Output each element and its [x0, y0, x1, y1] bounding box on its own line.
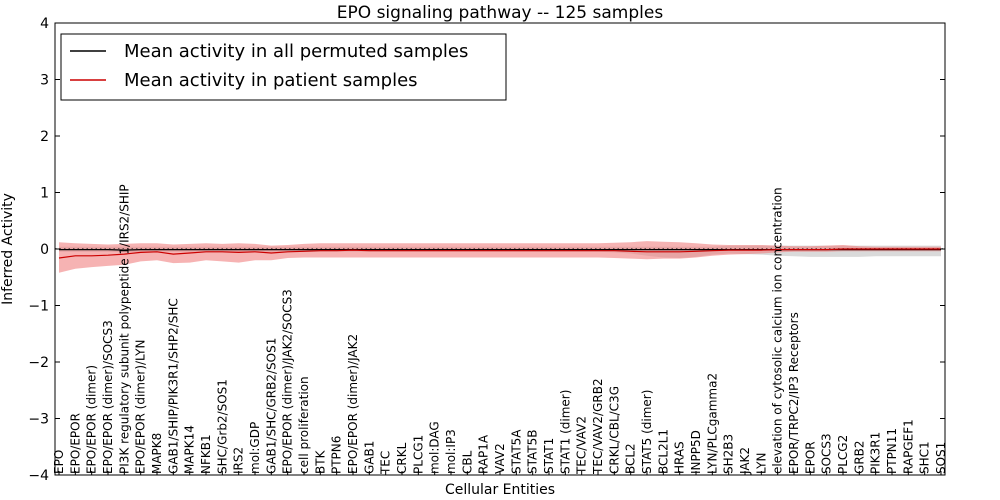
category-label: IRS2 [232, 447, 246, 474]
category-label: GAB1/SHC/GRB2/SOS1 [264, 338, 278, 474]
category-label: MAPK14 [183, 425, 197, 474]
category-label: EPOR [803, 441, 817, 474]
category-label: STAT1 (dimer) [558, 390, 572, 474]
category-label: EPO/EPOR (dimer)/LYN [134, 340, 148, 474]
y-axis: 4 3 2 1 0 −1 −2 −3 −4 [28, 16, 945, 484]
category-label: CRKL/CBL/C3G [607, 386, 621, 474]
category-label: PLCG1 [411, 435, 425, 474]
line-patient [58, 248, 941, 259]
category-label: JAK2 [738, 447, 752, 475]
y-tick-label: −4 [28, 468, 49, 484]
category-label: CRKL [395, 442, 409, 474]
category-label: SOS1 [934, 442, 948, 474]
y-tick-label: 0 [40, 242, 49, 258]
category-label: SOCS3 [820, 433, 834, 474]
legend-label-permuted: Mean activity in all permuted samples [124, 41, 468, 62]
category-label: SH2B3 [722, 434, 736, 474]
category-label: SHC1 [918, 441, 932, 474]
category-label: PI3K regulatory subunit polypeptide 1/IR… [117, 184, 131, 474]
chart-title: EPO signaling pathway -- 125 samples [337, 3, 664, 23]
category-label: GAB1 [362, 441, 376, 474]
category-label: GAB1/SHIP/PIK3R1/SHP2/SHC [166, 298, 180, 474]
y-tick-label: −2 [28, 355, 49, 371]
category-label: SHC/Grb2/SOS1 [215, 379, 229, 474]
category-label: PTPN6 [330, 436, 344, 474]
category-label: EPO/EPOR (dimer)/SOCS3 [101, 320, 115, 474]
legend-box [60, 33, 507, 101]
category-label: EPO [52, 450, 66, 474]
category-label: NFKB1 [199, 434, 213, 474]
category-label: MAPK8 [150, 433, 164, 474]
category-label: EPOR/TRPC2/IP3 Receptors [787, 312, 801, 474]
category-label: TEC [379, 451, 393, 475]
category-label: RAPGEF1 [901, 419, 915, 474]
category-label: PLCG2 [836, 435, 850, 474]
category-label: BCL2L1 [656, 429, 670, 474]
x-axis-label: Cellular Entities [445, 482, 555, 498]
category-label: LYN [754, 453, 768, 474]
category-label: mol:DAG [428, 421, 442, 474]
category-label: STAT5B [526, 430, 540, 475]
category-label: BCL2 [624, 443, 638, 474]
category-label: cell proliferation [297, 376, 311, 474]
category-label: EPO/EPOR (dimer)/JAK2 [346, 334, 360, 474]
category-label: BTK [313, 449, 327, 474]
category-label: STAT5A [509, 429, 523, 474]
y-axis-label: Inferred Activity [0, 193, 16, 305]
category-label: CBL [460, 450, 474, 474]
category-label: LYN/PLCgamma2 [705, 373, 719, 474]
category-label: STAT1 [542, 438, 556, 474]
category-label: PIK3R1 [869, 432, 883, 474]
category-label: INPP5D [689, 430, 703, 474]
category-label: TEC/VAV2 [575, 416, 589, 475]
legend-label-patient: Mean activity in patient samples [124, 70, 418, 91]
category-label: mol:GDP [248, 422, 262, 474]
y-tick-label: −1 [28, 299, 49, 315]
y-tick-label: 1 [40, 186, 49, 202]
x-axis-categories: EPO EPO/EPOR EPO/EPOR (dimer) EPO/EPOR (dim… [52, 184, 948, 475]
y-tick-label: 4 [40, 16, 49, 32]
category-label: PTPN11 [885, 428, 899, 474]
legend: Mean activity in all permuted samples Me… [60, 33, 507, 101]
category-label: HRAS [673, 441, 687, 474]
category-label: VAV2 [493, 443, 507, 474]
category-label: mol:IP3 [444, 429, 458, 474]
category-label: STAT5 (dimer) [640, 390, 654, 474]
category-label: EPO/EPOR (dimer) [85, 365, 99, 474]
series-lines [58, 248, 941, 259]
category-label: RAP1A [477, 434, 491, 474]
y-tick-label: 2 [40, 129, 49, 145]
category-label: GRB2 [852, 440, 866, 474]
y-tick-label: 3 [40, 73, 49, 89]
category-label: EPO/EPOR [68, 413, 82, 474]
category-label: EPO/EPOR (dimer)/JAK2/SOCS3 [281, 289, 295, 474]
y-tick-label: −3 [28, 412, 49, 428]
category-label: elevation of cytosolic calcium ion conce… [771, 187, 785, 474]
category-label: TEC/VAV2/GRB2 [591, 378, 605, 475]
